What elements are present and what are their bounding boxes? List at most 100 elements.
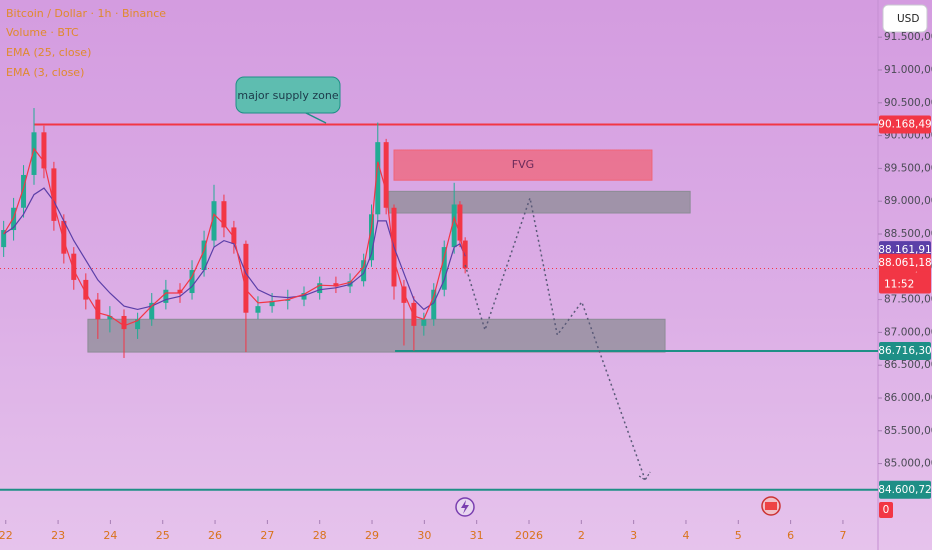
candle-body [163, 289, 169, 303]
candle-body [462, 240, 468, 269]
ema-line [3, 187, 466, 311]
volume-zero-label: 0 [883, 504, 890, 516]
y-tick-label: 88.500,00 [884, 228, 932, 240]
candle-body [211, 201, 217, 241]
candle-body [201, 240, 207, 271]
candle-body [135, 319, 141, 330]
candle-body [431, 289, 437, 320]
x-tick-label: 2026 [515, 529, 543, 542]
x-tick-label: 22 [0, 529, 13, 542]
level-label: 90.168,49 [878, 119, 931, 131]
candle-body [1, 230, 7, 248]
ema-line [3, 147, 466, 327]
y-tick-label: 87.500,00 [884, 294, 932, 306]
ema-label-box [879, 253, 931, 272]
x-tick-label: 4 [682, 529, 689, 542]
legend-entry: EMA (25, close) [6, 46, 91, 59]
currency-text[interactable]: USD [897, 13, 919, 25]
candle-body [441, 247, 447, 290]
currency-button-box[interactable] [882, 4, 928, 33]
candle-body [333, 283, 339, 287]
candle-body [421, 319, 427, 326]
candle-body [369, 214, 375, 261]
callout-text: major supply zone [237, 89, 338, 102]
plot-area: FVG [0, 108, 878, 491]
x-tick-label: 29 [365, 529, 379, 542]
lightning-glyph [461, 500, 469, 514]
level-label-box [879, 341, 931, 360]
candle-body [31, 132, 37, 175]
ema-label: 88.161,91 [878, 244, 931, 256]
x-tick-label: 26 [208, 529, 222, 542]
x-tick-label: 7 [839, 529, 846, 542]
candle-body [121, 315, 127, 330]
y-tick-label: 90.500,00 [884, 97, 932, 109]
x-tick-label: 25 [156, 529, 170, 542]
zone [388, 190, 691, 214]
candle-body [411, 302, 417, 326]
candle-body [255, 306, 261, 313]
x-tick-label: 27 [260, 529, 274, 542]
projection-path [464, 195, 646, 481]
currency-button[interactable]: USD [882, 4, 928, 33]
candle-body [107, 315, 113, 320]
flag-glyph [765, 502, 777, 510]
legend-entry: EMA (3, close) [6, 66, 84, 79]
x-tick-label: 6 [787, 529, 794, 542]
volume-zero-box [879, 502, 893, 518]
event-icons [455, 496, 781, 517]
level-label: 84.600,72 [878, 484, 931, 496]
candle-body [149, 302, 155, 320]
candle-body [95, 299, 101, 320]
zone-label: FVG [512, 158, 534, 171]
countdown-label: 11:52 [884, 279, 914, 291]
candle-body [383, 142, 389, 208]
candle-body [11, 207, 17, 231]
y-tick-label: 87.000,00 [884, 326, 932, 338]
chart-title: Bitcoin / Dollar · 1h · Binance [6, 7, 166, 20]
x-tick-label: 3 [630, 529, 637, 542]
projection-arrow [638, 471, 651, 481]
y-tick-label: 89.000,00 [884, 195, 932, 207]
candle-body [41, 132, 47, 169]
candle-body [61, 220, 67, 254]
candle-body [301, 293, 307, 300]
candle-body [269, 300, 275, 307]
candle-body [71, 253, 77, 280]
candle-body [285, 299, 291, 301]
y-tick-label: 85.000,00 [884, 458, 932, 470]
candle-body [177, 289, 183, 294]
candle-body [21, 174, 27, 208]
level-label-box [879, 480, 931, 499]
candle-body [375, 142, 381, 215]
candle-body [83, 279, 89, 300]
y-tick-label: 91.000,00 [884, 64, 932, 76]
candle-body [243, 243, 249, 313]
candle-body [361, 260, 367, 282]
candle-body [189, 270, 195, 294]
y-tick-label: 86.500,00 [884, 359, 932, 371]
x-tick-label: 31 [470, 529, 484, 542]
candle-body [231, 227, 237, 244]
x-tick-label: 2 [578, 529, 585, 542]
level-label: 86.716,30 [878, 345, 931, 357]
callout-box [235, 76, 341, 114]
candle-body [221, 201, 227, 228]
y-tick-label: 86.000,00 [884, 392, 932, 404]
volume-legend: Volume · BTC [6, 26, 79, 39]
y-tick-label: 89.500,00 [884, 162, 932, 174]
level-label-box [879, 115, 931, 134]
candle-body [317, 283, 323, 294]
y-tick-label: 91.500,00 [884, 31, 932, 43]
y-tick-label: 85.500,00 [884, 425, 932, 437]
supply-callout: major supply zone [235, 76, 341, 124]
zone [393, 149, 653, 181]
zone [87, 318, 666, 353]
candle-body [51, 168, 57, 221]
candle-body [401, 286, 407, 303]
candle-body [457, 204, 463, 241]
ema-label: 88.061,18 [878, 257, 931, 269]
x-tick-label: 28 [313, 529, 327, 542]
candle-body [451, 204, 457, 248]
